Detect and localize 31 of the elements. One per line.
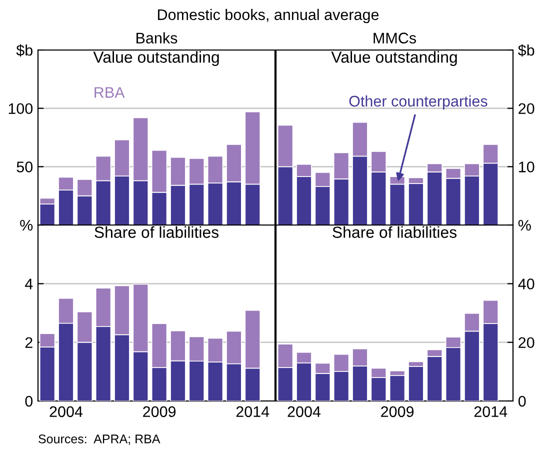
y-tick-label: 10 [519,162,534,172]
x-tick-label: 2014 [474,406,508,418]
bar [408,366,424,401]
y-tick-label: 40 [518,278,534,290]
series-label: RBA [94,87,125,98]
text: MMCs [374,32,416,44]
chart-title: Share of liabilities [94,226,219,238]
x-tick-label: 2009 [143,406,176,418]
x-tick-label: 2014 [236,406,270,418]
y-tick-label: 4 [24,278,33,290]
chart-title: Value outstanding [93,51,219,66]
y-tick-label: 0 [518,396,526,407]
text: Banks [136,32,178,44]
chart-subtitle: Domestic books, annual average [158,8,379,24]
y-tick-label: 100 [8,103,33,114]
chart-title: Value outstanding [331,51,457,66]
y-tick-label: $b [16,44,32,57]
y-tick-label: $b [518,44,534,57]
source-note: Sources: APRA; RBA [38,434,160,445]
y-tick-label: 20 [518,337,534,348]
y-tick-label: % [518,220,531,231]
x-tick-label: 2004 [288,406,321,418]
chart-title: Share of liabilities [332,226,457,238]
y-tick-label: 2 [25,337,32,348]
y-tick-label: 20 [518,103,534,114]
y-tick-label: 0 [25,396,33,407]
x-tick-label: 2009 [381,406,414,418]
text: Other counterparties [349,95,488,110]
y-tick-label: 50 [16,162,33,172]
x-tick-label: 2004 [50,406,83,418]
y-tick-label: % [20,220,33,231]
